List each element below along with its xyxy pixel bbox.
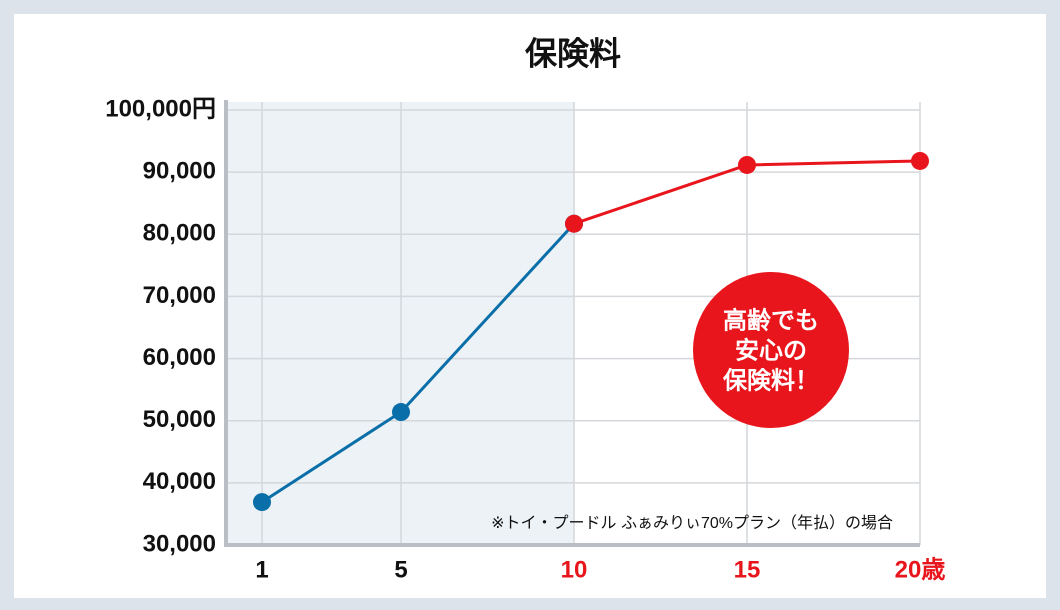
x-tick-label: 1 [255,556,268,583]
y-tick-label: 90,000 [143,157,216,184]
data-point [565,214,583,233]
y-tick-label: 70,000 [143,282,216,309]
y-tick-label: 100,000円 [105,95,216,122]
chart-title: 保険料 [525,35,621,71]
x-tick-label: 20歳 [895,555,946,583]
footnote: ※トイ・プードル ふぁみりぃ70%プラン（年払）の場合 [491,514,893,532]
x-tick-label: 10 [561,556,588,583]
y-tick-label: 30,000 [143,530,216,557]
badge-text: 安心の [735,336,807,364]
data-point [738,155,756,174]
badge [693,272,849,428]
badge-text: 保険料！ [722,367,819,394]
data-point [392,403,410,422]
data-point [253,493,271,512]
y-tick-label: 40,000 [143,468,216,495]
y-tick-label: 50,000 [143,406,216,433]
x-tick-label: 5 [394,556,407,583]
y-tick-label: 80,000 [143,220,216,247]
shaded-region [226,102,574,545]
data-point [911,151,929,170]
y-tick-label: 60,000 [143,344,216,371]
x-tick-label: 15 [734,556,761,583]
badge-text: 高齢でも [723,306,819,334]
